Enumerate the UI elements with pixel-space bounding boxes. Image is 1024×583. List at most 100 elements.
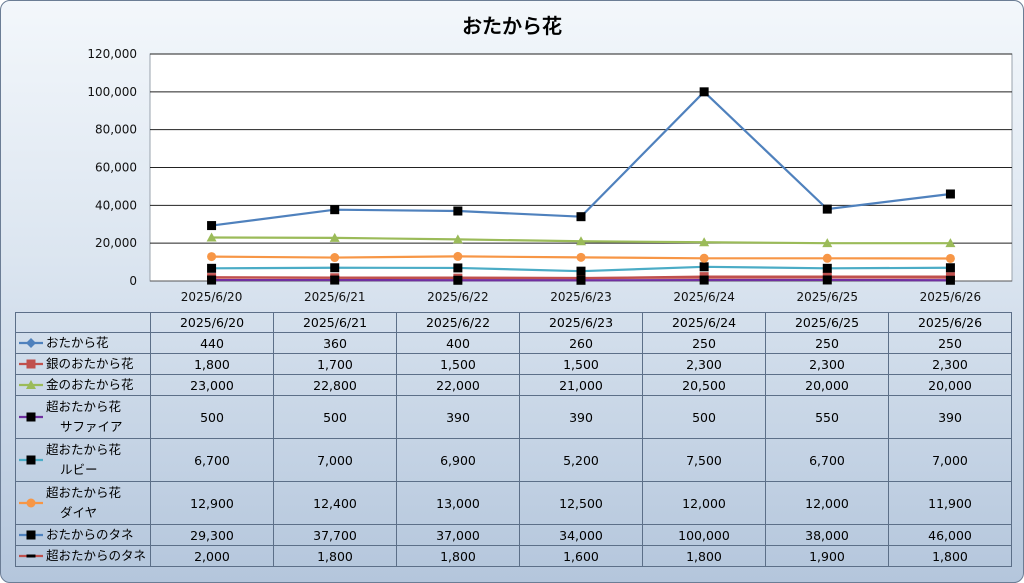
data-point: [453, 275, 463, 285]
data-point: [576, 266, 586, 276]
table-value-cell: 1,800: [396, 545, 520, 567]
data-point: [945, 238, 956, 248]
table-header-cell: 2025/6/21: [273, 312, 397, 333]
legend-marker: [26, 554, 36, 558]
table-value-cell: 250: [888, 332, 1012, 354]
table-value-cell: 1,500: [396, 353, 520, 375]
table-value-cell: 100,000: [642, 524, 766, 546]
data-point: [945, 275, 955, 285]
data-point: [945, 263, 955, 273]
table-value-cell: 1,800: [888, 545, 1012, 567]
legend-label: ルビー: [60, 462, 98, 477]
x-tick-label: 2025/6/26: [920, 290, 982, 304]
legend-key-icon: [19, 359, 43, 369]
series-5: [207, 251, 955, 263]
data-point: [207, 221, 217, 231]
data-point: [453, 251, 463, 261]
legend-cell: おたから花: [15, 332, 151, 354]
table-value-cell: 23,000: [150, 374, 274, 396]
legend-label: 超おたから花: [46, 442, 122, 457]
data-point: [330, 275, 340, 285]
data-point: [207, 252, 217, 262]
series-4: [207, 262, 955, 276]
series-7: [207, 275, 955, 280]
data-point: [576, 275, 586, 285]
x-tick-label: 2025/6/20: [181, 290, 243, 304]
table-header-cell: 2025/6/23: [519, 312, 643, 333]
table-value-cell: 390: [888, 395, 1012, 439]
legend-key-icon: [19, 455, 43, 465]
data-point: [330, 253, 340, 263]
legend-label: サファイア: [60, 419, 123, 434]
table-value-cell: 34,000: [519, 524, 643, 546]
table-value-cell: 1,900: [765, 545, 889, 567]
y-tick-label: 80,000: [95, 123, 137, 137]
table-header-cell: 2025/6/20: [150, 312, 274, 333]
table-header-cell: 2025/6/26: [888, 312, 1012, 333]
legend-marker: [26, 498, 36, 508]
legend-label: 超おたからのタネ: [46, 548, 147, 563]
data-point: [699, 276, 709, 280]
legend-label: ダイヤ: [60, 505, 98, 520]
table-row: おたからのタネ 29,300 37,700 37,000 34,000 100,000 38…: [15, 524, 1012, 546]
table-value-cell: 38,000: [765, 524, 889, 546]
table-value-cell: 6,900: [396, 438, 520, 482]
legend-key-icon: [19, 380, 43, 389]
table-value-cell: 6,700: [765, 438, 889, 482]
data-point: [453, 276, 463, 280]
legend-label: おたからのタネ: [46, 527, 134, 542]
table-value-cell: 7,000: [273, 438, 397, 482]
data-point: [699, 253, 709, 263]
data-point: [330, 276, 340, 280]
x-tick-label: 2025/6/22: [427, 290, 489, 304]
series-6: [207, 87, 955, 231]
y-tick-label: 60,000: [95, 161, 137, 175]
legend-key-icon: [19, 412, 43, 422]
table-value-cell: 12,500: [519, 481, 643, 525]
data-table: 2025/6/20 2025/6/21 2025/6/22 2025/6/23 2025…: [15, 312, 1012, 567]
table-row: 超おたから花 ダイヤ 12,900 12,400 13,000 12,500 12,000 1…: [15, 481, 1012, 525]
table-value-cell: 29,300: [150, 524, 274, 546]
legend-cell: 超おたから花 サファイア: [15, 395, 151, 439]
table-value-cell: 260: [519, 332, 643, 354]
legend-marker: [26, 530, 36, 540]
data-point: [822, 238, 833, 248]
chart-title: おたから花: [462, 14, 562, 38]
table-value-cell: 1,600: [519, 545, 643, 567]
table-value-cell: 5,200: [519, 438, 643, 482]
table-value-cell: 390: [396, 395, 520, 439]
legend-key-icon: [19, 338, 43, 348]
table-row: 銀のおたから花 1,800 1,700 1,500 1,500 2,300 2,300 2,3…: [15, 353, 1012, 375]
table-header-cell: 2025/6/24: [642, 312, 766, 333]
table-value-cell: 500: [642, 395, 766, 439]
table-value-cell: 1,800: [150, 353, 274, 375]
data-point: [699, 262, 709, 272]
table-value-cell: 46,000: [888, 524, 1012, 546]
legend-cell: 銀のおたから花: [15, 353, 151, 375]
table-value-cell: 22,000: [396, 374, 520, 396]
series-lines: [206, 87, 956, 285]
data-point: [330, 263, 340, 273]
legend-marker: [26, 412, 36, 422]
data-point: [330, 205, 340, 215]
table-header-row: 2025/6/20 2025/6/21 2025/6/22 2025/6/23 2025…: [15, 312, 1012, 333]
data-point: [576, 276, 586, 280]
table-row: 超おたから花 サファイア 500 500 390 390 500 550 390: [15, 395, 1012, 439]
table-value-cell: 390: [519, 395, 643, 439]
legend-label: 超おたから花: [46, 485, 122, 500]
data-point: [699, 237, 710, 247]
data-point: [576, 252, 586, 262]
table-value-cell: 550: [765, 395, 889, 439]
data-point: [576, 212, 586, 222]
table-value-cell: 250: [765, 332, 889, 354]
table-value-cell: 22,800: [273, 374, 397, 396]
data-point: [576, 236, 586, 246]
table-value-cell: 7,000: [888, 438, 1012, 482]
table-row: おたから花 440 360 400 260 250 250 250: [15, 332, 1012, 354]
table-value-cell: 37,000: [396, 524, 520, 546]
legend-marker: [26, 380, 36, 389]
legend-label: おたから花: [46, 335, 109, 350]
table-header-cell: 2025/6/22: [396, 312, 520, 333]
table-value-cell: 21,000: [519, 374, 643, 396]
table-value-cell: 12,400: [273, 481, 397, 525]
